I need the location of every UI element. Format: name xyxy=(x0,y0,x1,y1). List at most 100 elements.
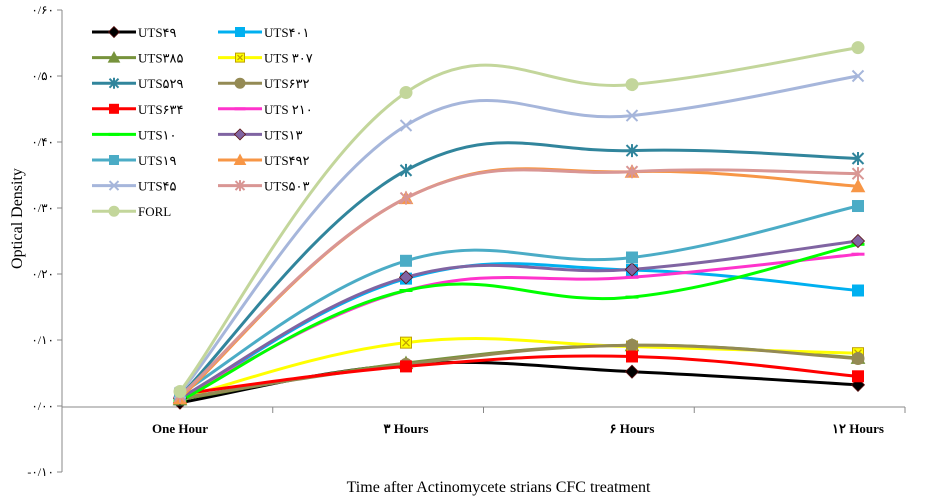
data-point xyxy=(851,167,865,181)
series-line xyxy=(178,239,860,400)
series-line xyxy=(178,343,860,400)
series-3 xyxy=(172,337,866,406)
data-point xyxy=(626,251,638,264)
series-6 xyxy=(173,338,865,405)
legend-label: UTS۵۲۹ xyxy=(138,76,184,91)
legend-item: FORL xyxy=(92,204,171,219)
y-tick-label: ۰/۱۰ xyxy=(31,333,54,347)
data-point xyxy=(850,233,866,249)
data-point xyxy=(625,109,639,122)
legend-marker xyxy=(233,128,247,141)
data-point xyxy=(625,144,639,158)
series-line xyxy=(178,168,860,398)
chart-axes: -۰/۱۰ ۰/۰۰ ۰/۱۰ ۰/۲۰ ۰/۳۰ ۰/۴۰ ۰/۵۰ ۰/۶۰ One Hou… xyxy=(27,3,906,479)
legend-item: UTS ۳۰۷ xyxy=(218,51,313,66)
legend-item: UTS۱۹ xyxy=(92,153,177,168)
data-point xyxy=(852,284,864,297)
legend-label: UTS۴۹ xyxy=(138,25,177,40)
series-line xyxy=(178,242,860,403)
legend-label: UTS۶۳۴ xyxy=(138,102,184,117)
legend-label: UTS۳۸۵ xyxy=(138,51,184,66)
data-point xyxy=(850,178,866,193)
legend-item: UTS۵۲۹ xyxy=(92,76,184,91)
legend-marker xyxy=(233,153,247,165)
legend-item: UTS۱۰ xyxy=(92,127,177,142)
legend-item: UTS۴۰۱ xyxy=(218,25,310,40)
data-point xyxy=(399,191,413,205)
series-line xyxy=(178,46,860,393)
legend-marker xyxy=(109,155,119,165)
legend-label: UTS۴۹۲ xyxy=(264,153,310,168)
data-point xyxy=(398,270,414,285)
y-tick-label: ۰/۵۰ xyxy=(31,69,54,83)
legend-marker-cross xyxy=(237,54,243,61)
series-line xyxy=(178,74,860,395)
data-point xyxy=(852,200,864,213)
legend-item: UTS۱۳ xyxy=(218,127,303,142)
x-tick-label: ۳ Hours xyxy=(384,421,429,436)
series-line xyxy=(178,204,860,396)
data-point xyxy=(625,165,639,179)
y-tick-label: -۰/۱۰ xyxy=(27,465,54,479)
data-point xyxy=(173,384,187,398)
data-point xyxy=(625,78,639,92)
legend-item: UTS۴۹ xyxy=(92,25,177,40)
y-axis-title: Optical Density xyxy=(9,168,26,269)
legend-item: UTS۳۸۵ xyxy=(92,51,184,66)
series-7 xyxy=(174,350,864,401)
legend-item: UTS۶۳۴ xyxy=(92,102,184,117)
x-axis-title: Time after Actinomycete strians CFC trea… xyxy=(347,479,651,496)
legend-marker xyxy=(235,27,245,37)
chart-legend: UTS۴۹ UTS۴۰۱ UTS۳۸۵ UTS ۳۰۷ UTS۵۲۹ UTS۶۳۲ UTS۶… xyxy=(92,25,313,219)
data-point xyxy=(851,152,865,165)
legend-label: UTS۴۰۱ xyxy=(264,25,310,40)
data-point xyxy=(851,69,865,83)
y-tick-label: ۰/۳۰ xyxy=(31,201,54,215)
legend-item: UTS۵۰۳ xyxy=(218,179,310,194)
series-line xyxy=(178,343,860,401)
legend-label: UTS۶۳۲ xyxy=(264,76,310,91)
data-point xyxy=(625,338,639,352)
data-point xyxy=(624,262,640,277)
x-tick-label: ۶ Hours xyxy=(610,421,655,436)
data-point xyxy=(626,350,638,363)
series-line xyxy=(178,252,860,400)
y-tick-label: ۰/۲۰ xyxy=(31,267,54,281)
legend-label: UTS۴۵ xyxy=(138,179,177,194)
data-point xyxy=(851,351,865,365)
legend-marker xyxy=(108,180,120,191)
x-tick-label: One Hour xyxy=(152,421,208,436)
data-point xyxy=(400,360,412,373)
data-point xyxy=(399,163,413,177)
data-point xyxy=(400,254,412,267)
data-point xyxy=(851,41,865,55)
series-14 xyxy=(173,165,865,403)
legend-marker xyxy=(107,25,121,39)
legend-label: UTS۵۰۳ xyxy=(264,179,310,194)
legend-label: UTS۱۰ xyxy=(138,127,177,142)
series-15 xyxy=(173,41,865,398)
legend-label: UTS۱۳ xyxy=(264,127,303,142)
data-point xyxy=(399,119,413,132)
y-tick-label: ۰/۶۰ xyxy=(31,3,54,17)
x-tick-label: ۱۲ Hours xyxy=(832,421,884,436)
legend-item: UTS۶۳۲ xyxy=(218,76,310,91)
legend-label: UTS۱۹ xyxy=(138,153,177,168)
legend-marker xyxy=(109,103,119,114)
data-point xyxy=(624,364,640,379)
legend-label: FORL xyxy=(138,204,171,219)
legend-item: UTS۴۵ xyxy=(92,179,177,194)
legend-item: UTS ۲۱۰ xyxy=(218,102,313,117)
series-line xyxy=(178,354,860,396)
series-4 xyxy=(174,336,864,405)
legend-item: UTS۴۹۲ xyxy=(218,153,310,168)
series-line xyxy=(178,337,860,400)
y-tick-label: ۰/۰۰ xyxy=(31,399,54,413)
legend-label: UTS ۲۱۰ xyxy=(264,102,313,117)
legend-marker xyxy=(234,77,246,89)
legend-marker xyxy=(108,205,120,217)
legend-marker xyxy=(234,180,246,192)
legend-marker xyxy=(108,77,120,89)
data-point xyxy=(852,370,864,383)
